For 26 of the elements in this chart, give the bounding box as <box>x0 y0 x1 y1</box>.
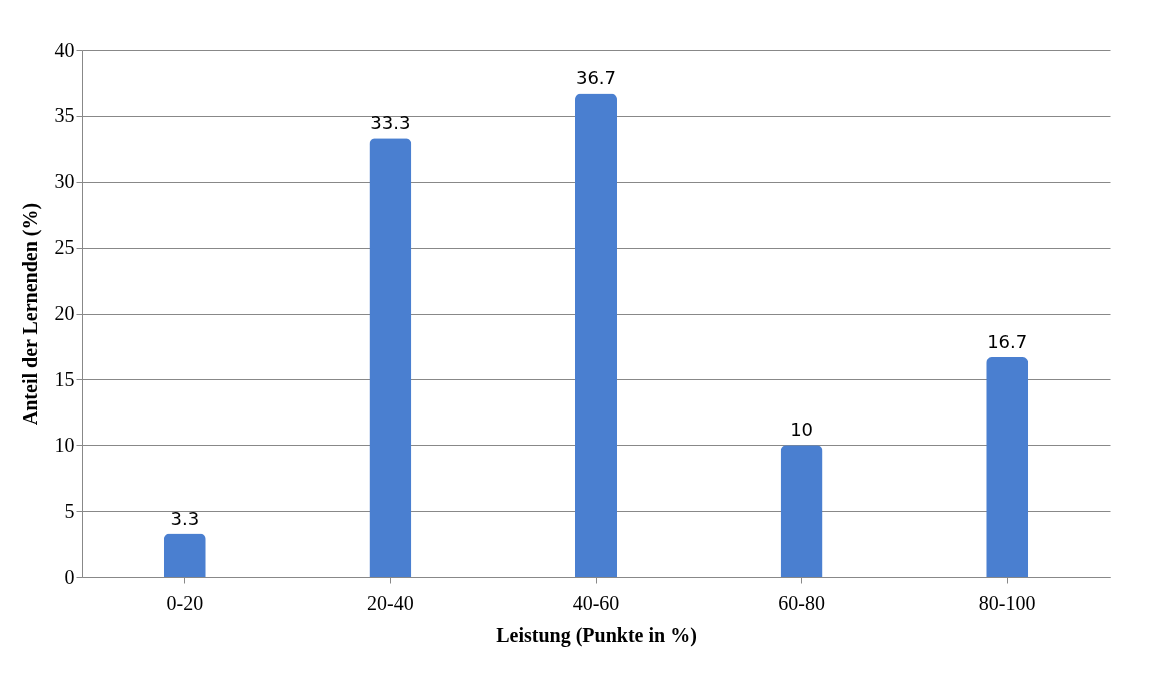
y-tick-label: 30 <box>54 170 75 193</box>
bar <box>986 356 1029 577</box>
data-label: 33.3 <box>370 112 411 134</box>
x-tick-label: 60-80 <box>778 591 825 614</box>
bar <box>163 533 206 577</box>
bar <box>780 445 823 577</box>
x-tick-label: 80-100 <box>978 591 1036 614</box>
y-tick-label: 0 <box>64 565 75 588</box>
y-tick-label: 40 <box>54 38 75 61</box>
data-label: 36.7 <box>575 67 617 89</box>
data-label: 10 <box>790 419 814 441</box>
data-label: 16.7 <box>987 330 1028 352</box>
x-tick-label: 20-40 <box>367 591 414 614</box>
data-label: 3.3 <box>170 507 200 529</box>
x-tick-label: 40-60 <box>572 591 620 614</box>
x-axis-title: Leistung (Punkte in %) <box>496 623 697 647</box>
y-tick-label: 5 <box>64 499 75 522</box>
y-tick-label: 15 <box>54 367 75 390</box>
y-tick-label: 35 <box>54 104 75 127</box>
bar <box>575 93 617 577</box>
y-tick-label: 10 <box>54 433 75 456</box>
bar <box>369 138 412 577</box>
x-tick-label: 0-20 <box>166 591 204 614</box>
y-tick-label: 20 <box>54 302 75 324</box>
y-axis-title: Anteil der Lernenden (%) <box>18 202 42 426</box>
y-tick-label: 25 <box>54 236 75 259</box>
